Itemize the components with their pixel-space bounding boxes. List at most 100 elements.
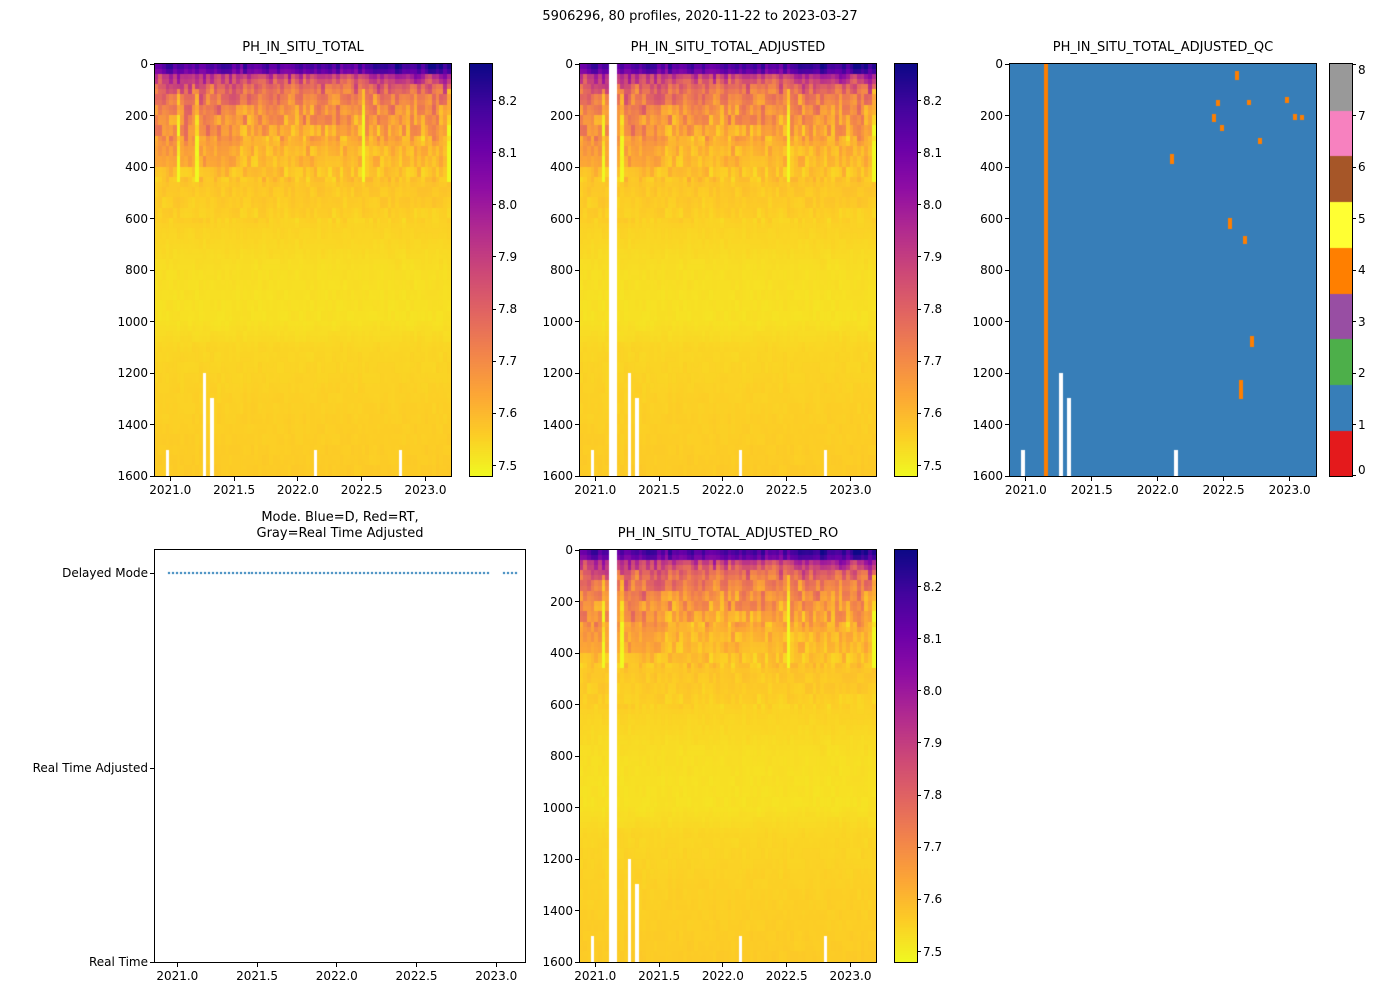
x-tick-label: 2022.5 — [765, 483, 808, 497]
x-tick-label: 2021.0 — [149, 483, 192, 497]
colorbar-tick-label: 7.9 — [923, 249, 943, 264]
x-axis-tick — [1289, 477, 1291, 481]
colorbar-tick-label: 7.5 — [498, 458, 518, 473]
x-tick-label: 2022.5 — [765, 969, 808, 983]
colorbar-tick — [917, 412, 921, 414]
x-tick-label: 2021.5 — [638, 483, 681, 497]
y-axis-tick — [575, 115, 579, 116]
colorbar-tick — [492, 100, 496, 101]
colorbar-tick — [917, 742, 921, 744]
colorbar-tick — [917, 898, 921, 900]
y-axis-tick — [575, 269, 579, 271]
colorbar-tick — [917, 152, 921, 154]
colorbar-tick-label: 3 — [1358, 314, 1366, 329]
x-tick-label: 2023.0 — [829, 969, 872, 983]
figure-title: 5906296, 80 profiles, 2020-11-22 to 2023… — [542, 9, 858, 24]
y-axis-tick — [150, 218, 154, 219]
y-category-label: Real Time — [88, 955, 148, 969]
y-tick-label: 1400 — [542, 903, 573, 918]
y-axis-tick — [1005, 269, 1009, 271]
y-tick-label: 200 — [125, 108, 148, 123]
colorbar-tick — [917, 204, 921, 206]
y-tick-label: 800 — [550, 749, 573, 763]
colorbar-tick-label: 5 — [1358, 211, 1366, 226]
colorbar-tick-label: 4 — [1358, 263, 1366, 277]
colorbar-tick-label: 7.8 — [923, 788, 943, 803]
plot-ph-in-situ-total: PH_IN_SITU_TOTAL 2021.0 2021.5 2022.0 2022.… — [117, 40, 452, 497]
y-axis-tick — [150, 424, 154, 425]
x-axis-tick — [1091, 477, 1093, 481]
y-axis-tick — [150, 572, 154, 574]
x-tick-label: 2021.0 — [1004, 483, 1047, 497]
colorbar-tick — [492, 256, 496, 258]
x-tick-label: 2021.0 — [574, 969, 617, 983]
colorbar-tick-label: 7.9 — [498, 249, 518, 264]
y-tick-label: 1400 — [972, 417, 1003, 432]
colorbar-tick — [1352, 321, 1356, 322]
y-axis-tick — [575, 652, 579, 654]
plot-title: PH_IN_SITU_TOTAL — [242, 40, 364, 55]
colorbar-tick — [917, 951, 921, 953]
y-axis-tick — [575, 372, 579, 374]
y-tick-label: 1400 — [117, 417, 148, 432]
y-category-label: Real Time Adjusted — [32, 761, 148, 776]
colorbar-tick-label: 8.0 — [923, 683, 943, 698]
colorbar-tick — [492, 465, 496, 467]
x-tick-label: 2021.0 — [574, 483, 617, 497]
colorbar-tick — [1352, 218, 1356, 219]
y-axis-tick — [150, 475, 154, 477]
heatmap-canvas — [1010, 64, 1316, 476]
x-tick-label: 2022.0 — [315, 969, 358, 983]
y-tick-label: 1200 — [972, 366, 1003, 380]
x-tick-label: 2022.5 — [395, 969, 438, 983]
colorbar-tick-label: 8.0 — [923, 197, 943, 212]
colorbar-tick-label: 7.7 — [498, 354, 518, 369]
colorbar-tick — [492, 412, 496, 414]
y-tick-label: 0 — [140, 57, 148, 71]
colorbar-qc-flags: 0 1 2 3 4 5 6 7 8 — [1329, 63, 1366, 477]
colorbar-tick-label: 8.2 — [923, 93, 943, 108]
colorbar-tick-label: 8.1 — [498, 145, 518, 160]
colorbar-ph-in-situ-total: 7.5 7.6 7.7 7.8 7.9 8.0 8.1 8.2 — [469, 63, 517, 477]
y-tick-label: 0 — [565, 57, 573, 71]
x-tick-label: 2021.5 — [1070, 483, 1113, 497]
x-tick-label: 2023.0 — [404, 483, 447, 497]
y-axis-tick — [1005, 424, 1009, 425]
colorbar-tick-label: 7.8 — [498, 302, 518, 317]
colorbar-tick — [917, 256, 921, 258]
colorbar-tick-label: 0 — [1358, 463, 1366, 477]
colorbar-tick-label: 2 — [1358, 366, 1366, 380]
y-tick-label: 400 — [550, 160, 573, 174]
y-axis-tick — [1005, 166, 1009, 168]
x-tick-label: 2021.5 — [638, 969, 681, 983]
y-axis-tick — [575, 218, 579, 219]
y-tick-label: 1600 — [972, 469, 1003, 483]
colorbar-tick-label: 8.1 — [923, 631, 943, 646]
x-tick-label: 2023.0 — [829, 483, 872, 497]
x-tick-label: 2022.0 — [276, 483, 319, 497]
y-axis-tick — [150, 767, 154, 769]
colorbar-tick — [1352, 424, 1356, 425]
y-axis-tick — [575, 807, 579, 808]
x-axis-tick — [786, 477, 788, 481]
colorbar-tick — [917, 360, 921, 362]
colorbar-tick — [492, 152, 496, 154]
y-axis-tick — [1005, 372, 1009, 374]
colorbar-tick — [917, 690, 921, 692]
x-tick-label: 2021.5 — [213, 483, 256, 497]
y-tick-label: 200 — [550, 108, 573, 123]
y-tick-label: 800 — [125, 263, 148, 277]
plot-title: PH_IN_SITU_TOTAL_ADJUSTED — [630, 40, 826, 55]
y-axis-tick — [575, 961, 579, 963]
y-axis-tick — [575, 858, 579, 860]
colorbar-tick — [1352, 269, 1356, 271]
colorbar-tick-label: 6 — [1358, 160, 1366, 174]
y-axis-tick — [575, 166, 579, 168]
x-axis-tick — [658, 477, 660, 481]
x-axis-tick — [849, 963, 851, 967]
x-axis-tick — [256, 963, 258, 967]
y-axis-tick — [150, 961, 154, 963]
x-tick-label: 2022.0 — [701, 969, 744, 983]
x-axis-tick — [1025, 477, 1027, 481]
colorbar-tick-label: 7.8 — [923, 302, 943, 317]
